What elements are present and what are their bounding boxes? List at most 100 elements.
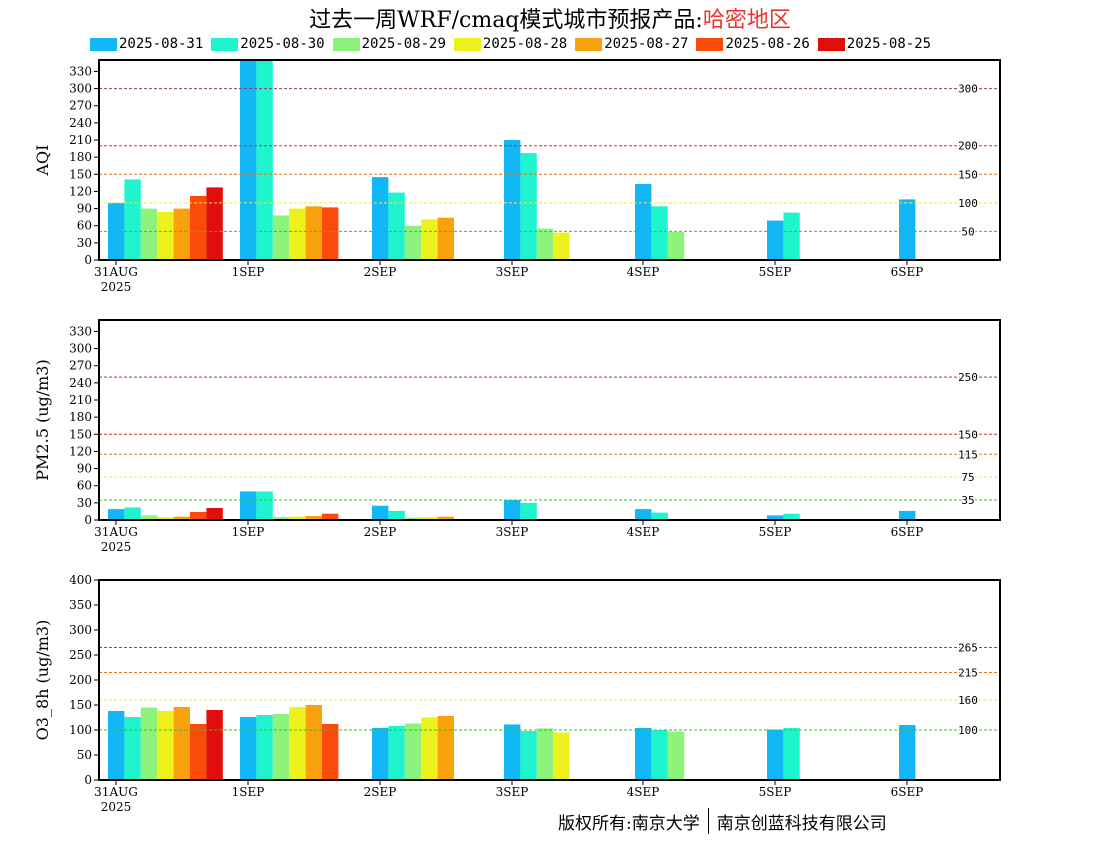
threshold-label: 100 (958, 724, 978, 737)
bar (206, 710, 223, 780)
bar (322, 724, 339, 780)
bar (536, 728, 554, 780)
x-tick-label: 5SEP (759, 785, 792, 799)
bar (767, 515, 784, 520)
legend-swatch (575, 37, 603, 51)
bar (520, 502, 537, 520)
bar (240, 717, 257, 780)
y-tick-label: 0 (84, 513, 92, 527)
bar (504, 500, 521, 520)
plot-frame (98, 319, 1001, 521)
copyright-footer: 版权所有:南京大学 南京创蓝科技有限公司 (558, 808, 887, 834)
threshold-label: 300 (958, 83, 978, 96)
threshold-label: 215 (958, 667, 978, 680)
y-tick-label: 90 (77, 202, 92, 216)
bar (767, 729, 784, 780)
bar (421, 717, 438, 780)
bar (372, 177, 389, 260)
threshold-label: 160 (958, 694, 978, 707)
bar (140, 208, 158, 260)
bar (504, 140, 521, 260)
chart-panel: 250 150 115 75 35 0 30 60 90 120 150 180 210 240 270 30… (33, 319, 1001, 554)
y-tick-label: 50 (77, 748, 92, 762)
threshold-label: 200 (958, 140, 978, 153)
bar (305, 516, 322, 520)
y-tick-label: 0 (84, 773, 92, 787)
x-tick-sublabel: 2025 (101, 800, 132, 814)
bar (553, 732, 570, 780)
x-tick-label: 3SEP (496, 785, 529, 799)
bar (635, 184, 652, 260)
y-tick-label: 30 (77, 236, 92, 250)
y-tick-label: 120 (69, 444, 92, 458)
bar (190, 724, 207, 780)
footer-divider (707, 808, 709, 834)
legend-item: 2025-08-27 (575, 36, 688, 52)
threshold-label: 150 (958, 168, 978, 181)
bar (272, 215, 290, 260)
bar (157, 517, 174, 520)
threshold-label: 265 (958, 642, 978, 655)
plot-frame (98, 59, 1001, 261)
threshold-label: 35 (961, 494, 974, 507)
y-tick-label: 270 (69, 359, 92, 373)
y-tick-label: 60 (77, 219, 92, 233)
threshold-label: 115 (958, 448, 978, 461)
threshold-label: 75 (961, 471, 974, 484)
y-tick-label: 240 (69, 116, 92, 130)
bar (305, 705, 322, 780)
bar (305, 206, 322, 260)
y-axis-label: O3_8h (ug/m3) (33, 620, 52, 741)
x-tick-label: 1SEP (232, 785, 265, 799)
bar (289, 208, 306, 260)
x-tick-label: 6SEP (891, 525, 924, 539)
threshold-label: 150 (958, 428, 978, 441)
bar (651, 730, 668, 780)
legend-swatch (817, 37, 845, 51)
x-tick-label: 31AUG (94, 785, 138, 799)
y-tick-label: 300 (69, 342, 92, 356)
threshold-label: 50 (961, 225, 974, 238)
bar (783, 212, 800, 260)
x-tick-label: 1SEP (232, 265, 265, 279)
bar (108, 711, 125, 780)
bar (124, 717, 141, 780)
bar (240, 60, 257, 260)
y-tick-label: 0 (84, 253, 92, 267)
x-tick-label: 4SEP (627, 525, 660, 539)
bar (256, 491, 273, 520)
bar (322, 207, 339, 260)
y-tick-label: 60 (77, 479, 92, 493)
y-tick-label: 400 (69, 573, 92, 587)
chart-title-main: 过去一周WRF/cmaq模式城市预报产品: (309, 8, 703, 33)
bar (388, 726, 405, 780)
y-tick-label: 210 (69, 393, 92, 407)
legend-label: 2025-08-31 (119, 36, 204, 52)
bar (256, 715, 273, 780)
bar (124, 507, 141, 520)
legend-item: 2025-08-31 (90, 36, 203, 52)
legend: 2025-08-31 2025-08-30 2025-08-29 2025-08-28… (90, 36, 939, 52)
y-tick-label: 150 (69, 698, 92, 712)
legend-label: 2025-08-26 (725, 36, 810, 52)
y-tick-label: 180 (69, 150, 92, 164)
legend-swatch (332, 37, 360, 51)
y-tick-label: 300 (69, 82, 92, 96)
bar (372, 728, 389, 780)
bar (651, 206, 668, 260)
bar (504, 724, 521, 780)
bar (404, 723, 422, 780)
bar (404, 517, 422, 520)
copyright-left: 版权所有:南京大学 (558, 813, 700, 834)
x-tick-label: 31AUG (94, 265, 138, 279)
chart-panel: 265 215 160 100 0 50 100 150 200 250 300 350 400 O3_8… (33, 573, 1001, 814)
legend-swatch (696, 37, 724, 51)
bar (206, 508, 223, 520)
x-tick-label: 3SEP (496, 525, 529, 539)
legend-swatch (90, 37, 117, 51)
x-tick-sublabel: 2025 (101, 540, 132, 554)
x-tick-label: 4SEP (627, 785, 660, 799)
y-tick-label: 90 (77, 462, 92, 476)
bar (140, 707, 158, 780)
